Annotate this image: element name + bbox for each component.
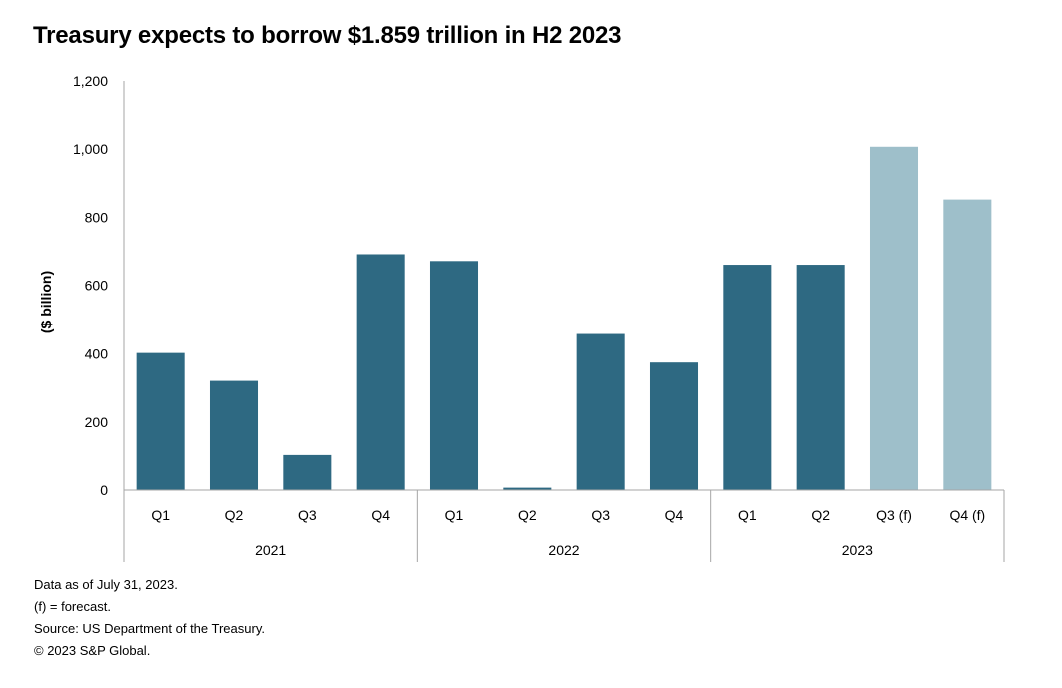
y-tick-label: 400 (85, 346, 109, 362)
x-group-label: 2021 (255, 542, 286, 558)
y-tick-label: 1,200 (73, 73, 108, 89)
footnote-source: Source: US Department of the Treasury. (34, 621, 265, 636)
y-tick-label: 0 (100, 482, 108, 498)
footnote-data-date: Data as of July 31, 2023. (34, 577, 178, 592)
x-tick-label: Q1 (151, 507, 170, 523)
footnote-forecast: (f) = forecast. (34, 599, 111, 614)
x-tick-label: Q3 (f) (876, 507, 912, 523)
y-axis-label: ($ billion) (38, 271, 54, 333)
x-group-label: 2022 (548, 542, 579, 558)
bars (136, 146, 992, 491)
y-tick-label: 200 (85, 414, 109, 430)
x-tick-label: Q3 (591, 507, 610, 523)
x-tick-label: Q1 (445, 507, 464, 523)
x-tick-label: Q1 (738, 507, 757, 523)
x-tick-label: Q2 (518, 507, 537, 523)
y-tick-label: 1,000 (73, 141, 108, 157)
x-tick-label: Q4 (371, 507, 390, 523)
axes (123, 81, 1005, 562)
bar (356, 254, 405, 490)
bar-chart: ($ billion) 0 200 400 600 800 1,000 1,200 Q1 Q2… (38, 73, 1005, 562)
bar (649, 362, 699, 490)
x-axis-categories: Q1 Q2 Q3 Q4 Q1 Q2 Q3 Q4 Q1 Q2 Q3 (f) Q4 (f) (151, 507, 985, 523)
footnote-copyright: © 2023 S&P Global. (34, 643, 151, 658)
bar (209, 380, 259, 490)
bar (283, 454, 332, 490)
y-tick-label: 800 (85, 209, 109, 225)
x-tick-label: Q2 (811, 507, 830, 523)
bar (723, 265, 772, 490)
bar (503, 487, 552, 490)
x-tick-label: Q3 (298, 507, 317, 523)
x-tick-label: Q4 (665, 507, 684, 523)
x-tick-label: Q4 (f) (949, 507, 985, 523)
bar (429, 261, 479, 490)
forecast-bar (869, 146, 919, 491)
bar (136, 352, 185, 490)
x-tick-label: Q2 (225, 507, 244, 523)
bar (796, 265, 845, 490)
bar (576, 333, 625, 490)
y-axis-ticks: 0 200 400 600 800 1,000 1,200 (73, 73, 108, 498)
x-group-label: 2023 (842, 542, 873, 558)
y-tick-label: 600 (85, 278, 109, 294)
x-axis-groups: 2021 2022 2023 (255, 542, 873, 558)
forecast-bar (943, 199, 992, 491)
footnotes: Data as of July 31, 2023. (f) = forecast… (34, 574, 265, 662)
chart-title: Treasury expects to borrow $1.859 trilli… (33, 22, 622, 49)
